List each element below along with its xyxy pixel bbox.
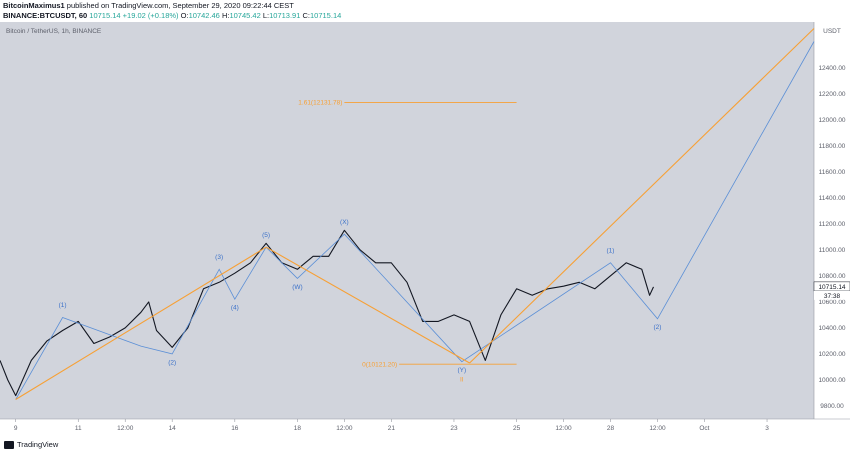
x-tick-label: 23: [450, 425, 458, 432]
open-value: 10742.46: [188, 11, 220, 20]
x-tick-label: 3: [765, 425, 769, 432]
y-tick-label: 10000.00: [818, 377, 845, 384]
trend-line: [469, 28, 815, 364]
x-tick-label: 28: [607, 425, 615, 432]
chart-header: BitcoinMaximus1 published on TradingView…: [0, 0, 850, 22]
fib-level-label: 1.61(12131.78): [298, 100, 342, 107]
x-axis-ticks: 9 11 12:00 14 16 18 12:00 21 23 25 12:00 28 12:00 Oct…: [14, 419, 769, 432]
trend-line: [265, 246, 470, 364]
wave-label: (4): [231, 305, 239, 312]
y-tick-label: 11400.00: [819, 195, 846, 202]
y-tick-label: 10600.00: [818, 299, 845, 306]
last-price: 10715.14: [89, 11, 121, 20]
wave-labels: (1) (2) (3) (4) (5) (W) (X) (Y) (1) (2) II: [59, 219, 662, 383]
x-tick-label: 12:00: [649, 425, 666, 432]
trend-lines: [15, 28, 815, 400]
wave-label: (5): [262, 232, 270, 239]
wave-label: (2): [168, 359, 176, 366]
countdown-tag-box: [814, 290, 850, 300]
publish-line: BitcoinMaximus1 published on TradingView…: [3, 1, 294, 11]
y-tick-label: 11200.00: [819, 221, 846, 228]
x-tick-label: Oct: [699, 425, 709, 432]
y-tick-label: 11600.00: [819, 169, 846, 176]
last-price-tag: 10715.14 37:38: [813, 281, 850, 300]
x-tick-label: 9: [14, 425, 18, 432]
wave-degree-mark: II: [460, 376, 464, 383]
x-tick-label: 12:00: [555, 425, 572, 432]
tradingview-logo-text: TradingView: [17, 440, 59, 449]
y-axis-ticks: 9800.00 10000.00 10200.00 10400.00 10600.00 1…: [818, 65, 845, 410]
x-tick-label: 14: [169, 425, 177, 432]
x-tick-label: 12:00: [117, 425, 134, 432]
y-tick-label: 10200.00: [818, 351, 845, 358]
close-label: C:: [302, 11, 311, 20]
plot-area[interactable]: [0, 22, 814, 419]
y-tick-label: 12000.00: [818, 117, 845, 124]
x-tick-label: 25: [513, 425, 521, 432]
open-label: O:: [180, 11, 189, 20]
low-label: L:: [262, 11, 270, 20]
close-value: 10715.14: [310, 11, 342, 20]
price-chart[interactable]: Bitcoin / TetherUS, 1h, BINANCE USDT 980…: [0, 22, 850, 436]
published-text: published on TradingView.com, September …: [66, 1, 294, 10]
y-tick-label: 12200.00: [818, 91, 845, 98]
wave-label: (1): [607, 247, 615, 254]
fib-level-label: 0(10121.20): [362, 361, 397, 368]
trend-line: [15, 246, 267, 400]
high-value: 10745.42: [229, 11, 261, 20]
y-tick-label: 11000.00: [819, 247, 846, 254]
wave-label: (1): [59, 302, 67, 309]
low-value: 10713.91: [269, 11, 301, 20]
wave-label: (3): [215, 254, 223, 261]
x-tick-label: 16: [231, 425, 239, 432]
symbol: BINANCE:BTCUSDT, 60: [3, 11, 88, 20]
y-tick-label: 10800.00: [818, 273, 845, 280]
y-tick-label: 12400.00: [818, 65, 845, 72]
wave-label: (X): [340, 219, 349, 226]
x-tick-label: 18: [294, 425, 302, 432]
publisher-name[interactable]: BitcoinMaximus1: [3, 1, 65, 10]
symbol-line: BINANCE:BTCUSDT, 60 10715.14 +19.02 (+0.…: [3, 11, 341, 21]
tradingview-logo-icon: [4, 440, 14, 449]
y-tick-label: 9800.00: [820, 403, 844, 410]
countdown-tag-text: 37:38: [824, 293, 841, 300]
chart-title: Bitcoin / TetherUS, 1h, BINANCE: [6, 28, 102, 35]
last-price-tag-text: 10715.14: [818, 284, 845, 291]
x-tick-label: 21: [388, 425, 396, 432]
y-tick-label: 10400.00: [818, 325, 845, 332]
currency-label: USDT: [823, 28, 841, 35]
wave-label: (Y): [457, 367, 466, 374]
y-tick-label: 11800.00: [819, 143, 846, 150]
footer: TradingView: [0, 436, 850, 453]
price-axis[interactable]: [814, 22, 850, 419]
wave-label: (W): [292, 284, 302, 291]
wave-label: (2): [653, 324, 661, 331]
x-tick-label: 12:00: [336, 425, 353, 432]
tradingview-logo[interactable]: TradingView: [4, 440, 58, 449]
fib-levels: 1.61(12131.78) 0(10121.20): [298, 100, 517, 368]
high-label: H:: [221, 11, 230, 20]
x-tick-label: 11: [75, 425, 82, 432]
price-change: +19.02 (+0.18%): [122, 11, 179, 20]
